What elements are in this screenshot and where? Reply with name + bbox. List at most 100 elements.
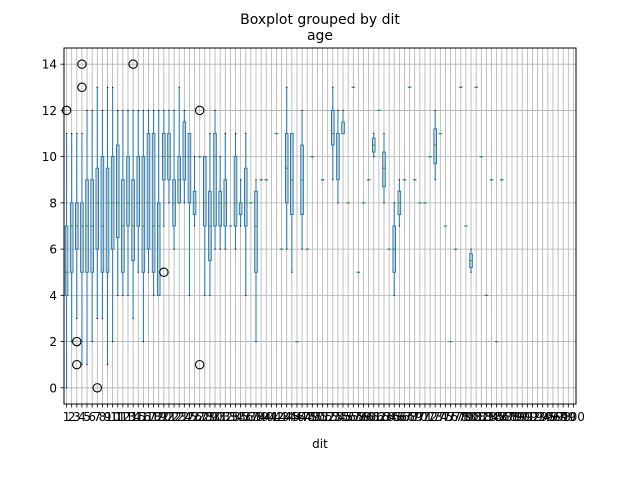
grid bbox=[64, 48, 576, 404]
x-tick-label: 100 bbox=[562, 410, 585, 424]
y-tick-label: 10 bbox=[42, 150, 57, 164]
x-tick-label: 94 bbox=[535, 410, 550, 424]
x-tick-label: 16 bbox=[136, 410, 151, 424]
box-18 bbox=[151, 109, 156, 296]
flier-point bbox=[128, 59, 138, 69]
x-tick-label: 1 bbox=[63, 410, 71, 424]
box-19 bbox=[156, 109, 161, 296]
y-tick-label: 2 bbox=[49, 335, 57, 349]
box-17 bbox=[146, 109, 151, 273]
x-tick-label: 37 bbox=[243, 410, 258, 424]
x-tick-label: 83 bbox=[479, 410, 494, 424]
x-tick-label: 12 bbox=[115, 410, 130, 424]
box-body bbox=[151, 133, 156, 273]
x-tick-label: 89 bbox=[509, 410, 524, 424]
x-tick-label: 25 bbox=[182, 410, 197, 424]
box-body bbox=[433, 128, 437, 165]
x-tick-label: 54 bbox=[330, 410, 345, 424]
box-26 bbox=[192, 156, 197, 227]
x-tick-label: 45 bbox=[284, 410, 299, 424]
x-tick-label: 73 bbox=[428, 410, 443, 424]
box-5 bbox=[85, 109, 89, 366]
x-tick-label: 31 bbox=[213, 410, 228, 424]
x-tick-label: 21 bbox=[161, 410, 176, 424]
x-tick-label: 95 bbox=[540, 410, 555, 424]
x-tick-label: 36 bbox=[238, 410, 253, 424]
x-tick-label: 68 bbox=[402, 410, 417, 424]
x-tick-label: 60 bbox=[361, 410, 376, 424]
x-tick-label: 80 bbox=[463, 410, 478, 424]
y-tick-label: 0 bbox=[49, 381, 57, 395]
box-body bbox=[290, 133, 294, 215]
box-1 bbox=[61, 105, 72, 389]
flier-point bbox=[194, 359, 205, 370]
x-tick-label: 63 bbox=[376, 410, 391, 424]
box-body bbox=[182, 121, 187, 181]
box-body bbox=[80, 202, 84, 273]
x-tick-label: 44 bbox=[279, 410, 294, 424]
x-tick-label: 11 bbox=[110, 410, 125, 424]
x-tick-label: 13 bbox=[120, 410, 135, 424]
x-tick-label: 30 bbox=[207, 410, 222, 424]
x-tick-label: 28 bbox=[197, 410, 212, 424]
x-tick-label: 8 bbox=[99, 410, 107, 424]
x-tick-label: 39 bbox=[253, 410, 268, 424]
box-21 bbox=[167, 109, 171, 204]
x-tick-label: 77 bbox=[448, 410, 463, 424]
box-34 bbox=[233, 133, 238, 250]
box-38 bbox=[254, 179, 258, 343]
box-20 bbox=[159, 109, 169, 277]
box-body bbox=[64, 225, 69, 296]
x-tick-label: 55 bbox=[335, 410, 350, 424]
x-tick-label: 23 bbox=[172, 410, 187, 424]
box-23 bbox=[177, 86, 181, 204]
x-tick-label: 98 bbox=[556, 410, 571, 424]
box-63 bbox=[382, 133, 386, 204]
boxes bbox=[61, 59, 504, 393]
x-tick-label: 49 bbox=[305, 410, 320, 424]
x-tick-label: 75 bbox=[438, 410, 453, 424]
x-tick-label: 84 bbox=[484, 410, 499, 424]
box-80 bbox=[469, 248, 473, 273]
box-36 bbox=[243, 133, 248, 296]
x-tick-label: 78 bbox=[453, 410, 468, 424]
x-tick-label: 17 bbox=[141, 410, 156, 424]
box-10 bbox=[110, 86, 115, 343]
chart-suptitle: Boxplot grouped by dit bbox=[240, 12, 400, 28]
x-tick-label: 51 bbox=[315, 410, 330, 424]
flier-point bbox=[92, 383, 103, 393]
box-53 bbox=[331, 86, 335, 181]
x-tick-label: 72 bbox=[422, 410, 437, 424]
box-body bbox=[141, 156, 146, 273]
x-tick-label: 15 bbox=[131, 410, 146, 424]
box-35 bbox=[238, 179, 243, 227]
x-tick-label: 79 bbox=[458, 410, 473, 424]
x-tick-label: 50 bbox=[310, 410, 325, 424]
box-65 bbox=[392, 202, 397, 296]
x-tick-label: 76 bbox=[443, 410, 458, 424]
x-tick-label: 34 bbox=[228, 410, 243, 424]
x-tick-label: 38 bbox=[248, 410, 263, 424]
box-55 bbox=[341, 109, 345, 135]
x-tick-label: 33 bbox=[223, 410, 238, 424]
box-body bbox=[136, 156, 141, 227]
x-tick-label: 90 bbox=[515, 410, 530, 424]
y-tick-label: 4 bbox=[49, 289, 57, 303]
x-tick-label: 10 bbox=[105, 410, 120, 424]
box-16 bbox=[141, 109, 146, 343]
x-tick-label: 64 bbox=[381, 410, 396, 424]
x-tick-label: 91 bbox=[520, 410, 535, 424]
x-tick-label: 93 bbox=[530, 410, 545, 424]
x-tick-label: 58 bbox=[351, 410, 366, 424]
x-tick-label: 87 bbox=[499, 410, 514, 424]
box-30 bbox=[213, 109, 217, 250]
box-body bbox=[254, 190, 258, 273]
x-tick-label: 88 bbox=[504, 410, 519, 424]
x-tick-label: 42 bbox=[269, 410, 284, 424]
x-tick-label: 57 bbox=[346, 410, 361, 424]
x-tick-label: 5 bbox=[83, 410, 91, 424]
x-tick-label: 52 bbox=[320, 410, 335, 424]
box-44 bbox=[284, 86, 289, 250]
x-tick-label: 46 bbox=[289, 410, 304, 424]
